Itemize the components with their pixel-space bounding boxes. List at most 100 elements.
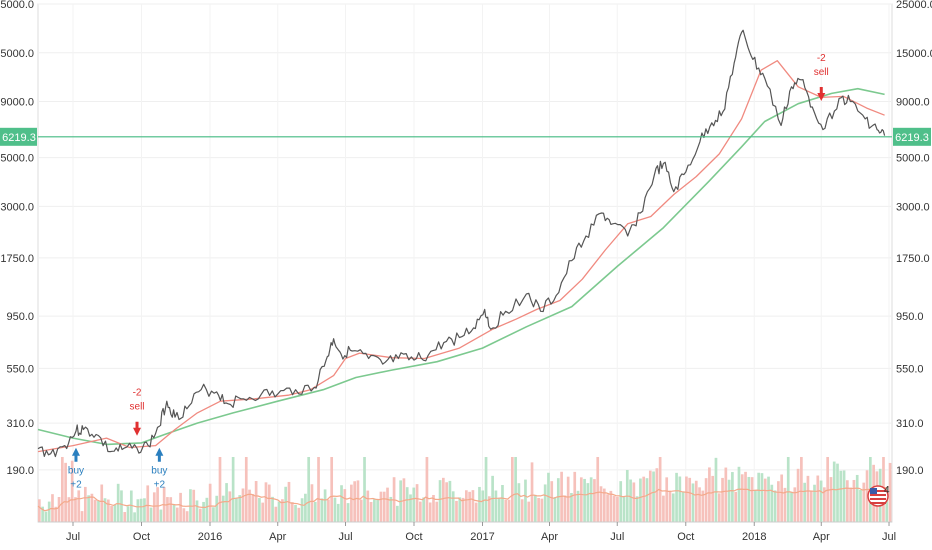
volume-bar xyxy=(829,477,833,522)
y-tick-left-2: 9000.0 xyxy=(0,97,34,109)
y-tick-right-0: 25000.0 xyxy=(896,0,932,11)
volume-bar xyxy=(172,504,176,522)
volume-bar xyxy=(195,500,199,522)
volume-bar xyxy=(514,457,517,522)
flag-canton xyxy=(870,488,877,494)
volume-bar xyxy=(734,491,738,522)
volume-bar xyxy=(540,498,544,522)
last-price-label-right: 6219.3 xyxy=(895,132,929,144)
volume-bar xyxy=(313,501,317,522)
buy-label: buy xyxy=(68,466,84,477)
volume-ma-line xyxy=(37,486,889,512)
volume-bar xyxy=(113,504,117,522)
volume-bar xyxy=(442,477,445,522)
volume-bar xyxy=(796,468,800,522)
volume-bar xyxy=(757,472,761,522)
volume-bar xyxy=(208,483,212,522)
volume-bar xyxy=(274,506,278,522)
volume-bar xyxy=(412,487,416,522)
volume-bar xyxy=(586,483,590,522)
volume-bar xyxy=(849,487,852,522)
volume-bar xyxy=(652,471,655,522)
buy-arrow-icon xyxy=(71,447,80,462)
series-ma-slow xyxy=(37,87,885,446)
volume-bar xyxy=(520,499,524,522)
flag-icon[interactable]: 4 xyxy=(867,485,890,507)
volume-bar xyxy=(152,492,156,522)
y-tick-right-7: 550.0 xyxy=(896,363,924,375)
volume-bar xyxy=(790,491,793,522)
volume-bar xyxy=(202,501,205,522)
volume-bar xyxy=(701,490,705,522)
sell-qty: -2 xyxy=(817,53,826,64)
volume-bar xyxy=(251,494,255,522)
volume-bar xyxy=(47,501,51,522)
volume-bar xyxy=(793,487,797,522)
volume-bar xyxy=(517,483,521,522)
volume-bar xyxy=(767,476,770,522)
volume-bar xyxy=(405,487,409,522)
volume-bar xyxy=(461,497,465,522)
volume-bar xyxy=(763,478,767,522)
volume-bar xyxy=(258,498,261,522)
volume-bar xyxy=(458,497,462,522)
volume-bar xyxy=(639,478,642,522)
volume-bar xyxy=(487,496,491,522)
volume-bar xyxy=(425,457,429,522)
volume-bar xyxy=(218,457,222,522)
volume-bar xyxy=(93,499,97,522)
volume-bar xyxy=(750,477,754,522)
volume-bar xyxy=(839,470,843,522)
volume-bar xyxy=(382,491,386,522)
volume-bar xyxy=(524,479,527,522)
volume-bar xyxy=(622,496,626,522)
volume-bar xyxy=(264,482,268,522)
volume-bar xyxy=(448,480,452,522)
x-axis: Jul Oct 2016 Apr Jul Oct 2017 Apr Jul Oct 2018 Apr J… xyxy=(38,521,896,543)
volume-bar xyxy=(254,481,258,522)
volume-bar xyxy=(809,490,813,522)
y-tick-left-5: 1750.0 xyxy=(0,253,34,265)
volume-bar xyxy=(422,497,425,522)
volume-bar xyxy=(747,476,751,522)
flag-stripe xyxy=(870,490,886,492)
volume-bar xyxy=(221,495,225,522)
volume-bar xyxy=(737,466,741,522)
volume-bar xyxy=(573,471,577,522)
volume-bar xyxy=(290,502,294,522)
volume-bar xyxy=(74,497,77,522)
volume-bar xyxy=(662,495,665,522)
volume-bar xyxy=(205,497,209,522)
volume-bar xyxy=(353,481,357,522)
volume-bar xyxy=(38,499,41,522)
x-tick-9: Oct xyxy=(677,531,694,543)
volume-bar xyxy=(533,494,537,522)
volume-bar xyxy=(185,511,189,522)
volume-bar xyxy=(215,495,219,522)
volume-bar xyxy=(481,490,485,522)
volume-bar xyxy=(129,490,133,522)
volume-bar xyxy=(159,509,163,522)
x-tick-12: Jul xyxy=(882,531,896,543)
volume-bar xyxy=(655,468,659,522)
volume-bar xyxy=(116,483,120,522)
volume-bar xyxy=(238,495,242,522)
y-axis-left: 25000.0 15000.0 9000.0 5000.0 3000.0 1750.0 95… xyxy=(0,0,34,477)
volume-bar xyxy=(484,457,488,522)
x-tick-10: 2018 xyxy=(742,531,766,543)
volume-bar xyxy=(599,486,603,522)
volume-bar xyxy=(169,497,173,522)
buy-marker-2: buy +2 xyxy=(151,447,167,491)
volume-bar xyxy=(675,472,678,522)
volume-bar xyxy=(497,497,501,522)
y-tick-left-0: 25000.0 xyxy=(0,0,34,11)
volume-bar xyxy=(248,489,251,522)
volume-bar xyxy=(310,484,314,522)
volume-bar xyxy=(336,503,340,522)
volume-bar xyxy=(471,490,475,522)
flag-stripe xyxy=(870,502,886,504)
volume-bar xyxy=(369,501,373,522)
flag-stripe xyxy=(870,494,886,496)
volume-bar xyxy=(244,457,248,522)
